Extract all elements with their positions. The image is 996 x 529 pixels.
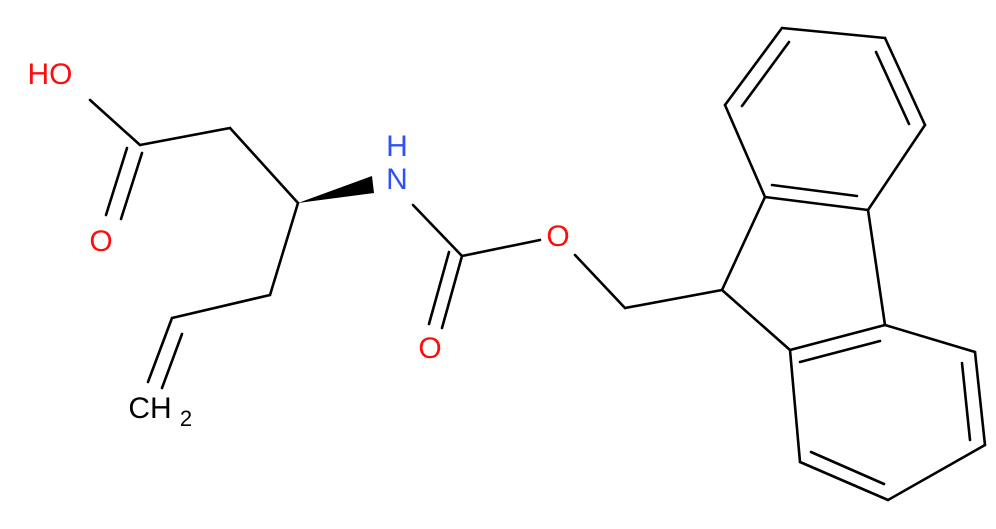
atom-label: N xyxy=(386,163,408,196)
atom-label: O xyxy=(546,220,569,253)
atom-subscript: 2 xyxy=(180,406,192,431)
atom-label: CH xyxy=(128,392,171,425)
wedge-bond xyxy=(298,176,374,203)
atom-label: H xyxy=(386,130,408,163)
atom-label: O xyxy=(418,332,441,365)
atom-label: HO xyxy=(28,58,73,91)
atom-label: O xyxy=(89,225,112,258)
bonds xyxy=(88,26,987,502)
